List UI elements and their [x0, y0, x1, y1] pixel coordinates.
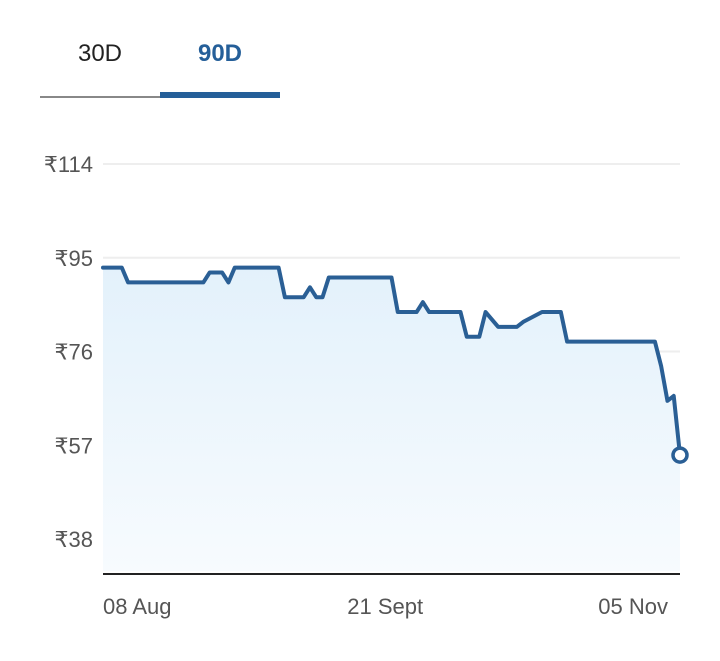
y-tick-label: ₹57 [55, 433, 93, 458]
tab-90d[interactable]: 90D [160, 0, 280, 98]
y-tick-label: ₹114 [44, 152, 93, 177]
y-tick-label: ₹38 [55, 527, 93, 552]
x-tick-label: 08 Aug [103, 594, 172, 619]
tab-30d[interactable]: 30D [40, 0, 160, 98]
x-axis-ticks: 08 Aug 21 Sept 05 Nov [103, 594, 668, 619]
tab-30d-underline [40, 96, 160, 98]
y-axis-ticks: ₹114 ₹95 ₹76 ₹57 ₹38 [44, 152, 93, 552]
price-line [101, 265, 682, 458]
x-tick-label: 21 Sept [347, 594, 423, 619]
x-tick-label: 05 Nov [598, 594, 668, 619]
y-tick-label: ₹95 [55, 246, 93, 271]
tab-30d-label: 30D [77, 40, 123, 67]
tab-90d-underline [160, 92, 280, 98]
y-tick-label: ₹76 [55, 340, 93, 365]
price-area [103, 267, 680, 571]
period-tabs: 30D 90D [40, 0, 280, 98]
tab-90d-label: 90D [197, 40, 243, 67]
last-price-marker[interactable] [671, 446, 689, 464]
